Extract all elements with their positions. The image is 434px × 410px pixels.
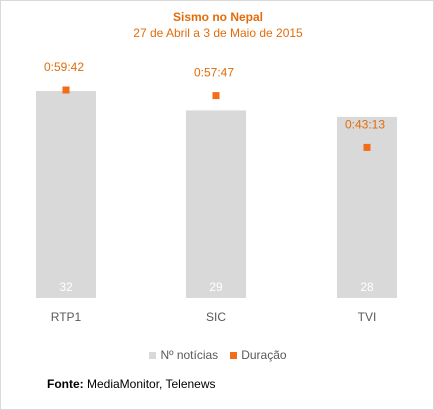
category-label-rtp1: RTP1 (51, 310, 82, 324)
legend-item-noticias: Nº notícias (149, 348, 218, 362)
legend-label-noticias: Nº notícias (160, 348, 219, 362)
chart-subtitle: 27 de Abril a 3 de Maio de 2015 (133, 26, 303, 40)
bar-label-tvi: 28 (360, 280, 374, 294)
marker-label-sic: 0:57:47 (194, 66, 234, 80)
category-label-sic: SIC (206, 310, 226, 324)
marker-label-tvi: 0:43:13 (345, 117, 385, 131)
bar-label-rtp1: 32 (59, 280, 73, 294)
chart-title: Sismo no Nepal (172, 10, 264, 24)
source-text: MediaMonitor, Telenews (87, 377, 216, 391)
chart-plot: 32 RTP1 0:59:42 29 SIC 0:57:47 28 TVI 0:43:13 (36, 60, 397, 324)
legend-swatch-duracao (230, 351, 238, 359)
marker-duracao-tvi (363, 143, 371, 151)
legend-label-duracao: Duração (241, 348, 287, 362)
marker-label-rtp1: 0:59:42 (44, 60, 84, 74)
bar-noticias-rtp1 (36, 91, 96, 298)
legend-swatch-noticias (149, 351, 157, 359)
chart-legend: Nº notícias Duração (1, 348, 434, 362)
category-label-tvi: TVI (358, 310, 377, 324)
source-note: Fonte: MediaMonitor, Telenews (47, 377, 216, 391)
bar-label-sic: 29 (209, 280, 223, 294)
marker-duracao-rtp1 (62, 86, 70, 94)
legend-item-duracao: Duração (230, 348, 287, 362)
marker-duracao-sic (212, 92, 220, 100)
source-label: Fonte: (47, 377, 84, 391)
bar-noticias-sic (186, 110, 246, 298)
